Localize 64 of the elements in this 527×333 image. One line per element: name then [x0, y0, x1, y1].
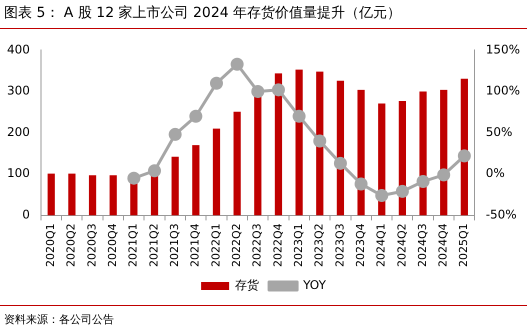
bar	[316, 72, 324, 216]
point	[375, 189, 388, 202]
x-tick-label: 2023Q3	[333, 223, 346, 268]
bar	[192, 145, 200, 216]
y-tick-label: 0	[22, 207, 30, 222]
text: 资料来源：各公司公告	[4, 312, 114, 327]
bar	[88, 175, 96, 216]
point	[210, 76, 223, 90]
x-tick-label: 2024Q1	[374, 223, 388, 268]
x-tick-label: 2020Q2	[64, 223, 78, 268]
y2-tick-label: 0%	[486, 166, 505, 180]
point	[272, 83, 285, 96]
bar	[68, 174, 76, 216]
y-tick-label: 400	[7, 42, 30, 56]
point	[334, 156, 347, 170]
y2-tick-label: 150%	[486, 42, 520, 56]
point	[354, 177, 368, 190]
point	[127, 172, 140, 185]
x-tick-label: 2020Q1	[44, 223, 58, 268]
bar	[172, 156, 179, 216]
x-tick-label: 2020Q3	[85, 223, 98, 268]
x-tick-label: 2021Q4	[188, 223, 202, 268]
x-tick-label: 2021Q1	[126, 223, 140, 268]
x-tick-label: 2024Q3	[416, 223, 429, 268]
bar	[212, 128, 220, 216]
x-tick-label: 2023Q4	[354, 223, 367, 268]
y2-tick-label: 100%	[486, 84, 520, 98]
y2-tick-label: -50%	[486, 207, 517, 222]
x-tick-label: 2020Q4	[106, 223, 120, 268]
bar	[234, 112, 241, 216]
point	[148, 164, 162, 178]
bar	[440, 90, 448, 216]
point	[458, 149, 471, 162]
bar	[150, 175, 158, 216]
y-tick-label: 200	[7, 124, 30, 139]
bar	[110, 175, 117, 216]
x-tick-label: 2024Q2	[395, 223, 408, 268]
x-tick-label: 2024Q4	[436, 223, 450, 268]
point	[251, 84, 264, 98]
y-tick-label: 300	[7, 84, 30, 98]
point	[230, 58, 244, 71]
point	[416, 174, 430, 188]
x-tick-label: 2022Q3	[250, 223, 264, 268]
y2-tick-label: 50%	[486, 124, 512, 139]
x-tick-label: 2021Q2	[147, 223, 160, 268]
x-tick-label: 2022Q1	[209, 223, 222, 268]
chart-title: 图表 5： A 股 12 家上市公司 2024 年存货价值量提升（亿元）	[4, 4, 402, 22]
point	[292, 110, 306, 123]
bar	[254, 96, 262, 216]
point	[437, 168, 450, 182]
point	[313, 134, 326, 148]
point	[168, 128, 182, 141]
bar	[48, 174, 55, 216]
point	[396, 184, 409, 198]
legend-label: YOY	[302, 278, 327, 292]
x-tick-label: 2025Q1	[457, 223, 470, 268]
point	[189, 110, 202, 123]
x-tick-label: 2022Q2	[230, 223, 243, 268]
x-tick-label: 2023Q2	[312, 223, 326, 268]
x-tick-label: 2021Q3	[168, 223, 182, 268]
x-tick-label: 2022Q4	[271, 223, 284, 268]
legend-label: 存货	[235, 278, 260, 292]
x-tick-label: 2023Q1	[292, 223, 305, 268]
y-tick-label: 100	[7, 166, 30, 180]
